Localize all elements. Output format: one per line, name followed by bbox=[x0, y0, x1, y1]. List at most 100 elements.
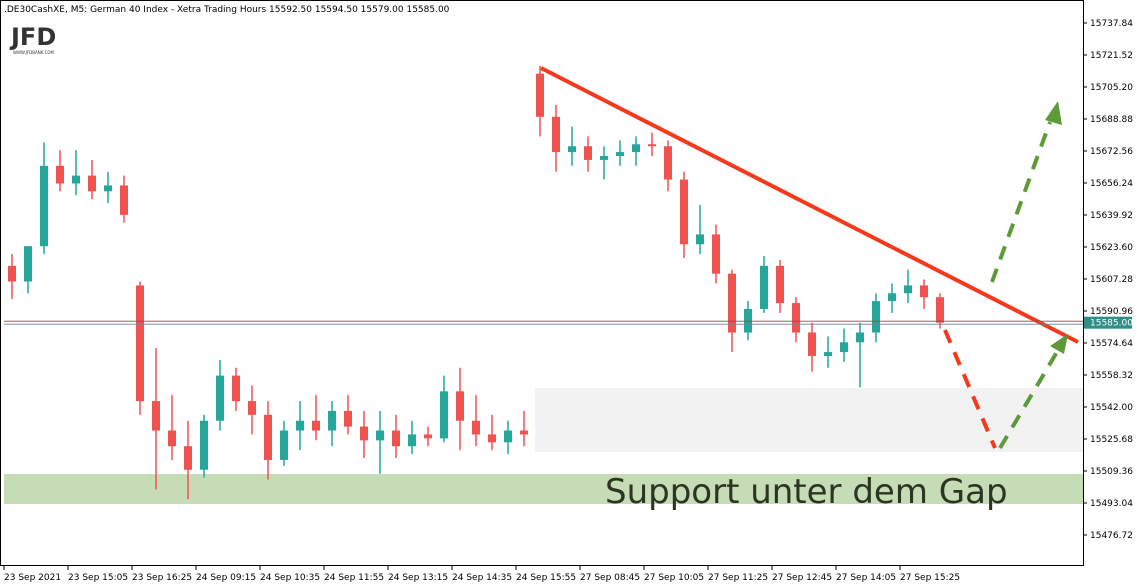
candle-body bbox=[520, 430, 528, 435]
candle-body bbox=[856, 332, 864, 343]
candle-body bbox=[904, 285, 912, 294]
candle-body bbox=[136, 285, 144, 402]
up-path bbox=[990, 121, 1052, 283]
candle-body bbox=[104, 185, 112, 192]
y-tick-label: 15672.56 bbox=[1090, 147, 1133, 157]
candle-body bbox=[936, 297, 944, 323]
x-tick-label: 23 Sep 16:25 bbox=[132, 573, 192, 583]
x-tick-label: 27 Sep 15:25 bbox=[900, 573, 960, 583]
down-path bbox=[943, 329, 997, 449]
logo-sub: WWW.JFDBANK.COM bbox=[13, 50, 55, 55]
candle-body bbox=[792, 303, 800, 333]
plot-frame bbox=[0, 0, 1084, 566]
chart-title: .DE30CashXE, M5: German 40 Index - Xetra… bbox=[4, 5, 450, 15]
candle-body bbox=[200, 420, 208, 470]
x-tick-label: 24 Sep 10:35 bbox=[260, 573, 320, 583]
candle-body bbox=[760, 265, 768, 309]
last-price-label: 15585.00 bbox=[1090, 319, 1133, 329]
y-tick-label: 15509.36 bbox=[1090, 467, 1133, 477]
y-tick-label: 15656.24 bbox=[1090, 179, 1133, 189]
candle-body bbox=[648, 144, 656, 147]
candle-body bbox=[568, 146, 576, 153]
y-tick-label: 15525.68 bbox=[1090, 435, 1133, 445]
candle-body bbox=[680, 179, 688, 245]
logo: JFD bbox=[9, 23, 56, 51]
y-tick-label: 15476.72 bbox=[1090, 531, 1133, 541]
candle-body bbox=[488, 434, 496, 443]
candle-body bbox=[296, 420, 304, 431]
candle-body bbox=[232, 375, 240, 402]
candle-body bbox=[824, 352, 832, 357]
x-tick-label: 24 Sep 09:15 bbox=[196, 573, 256, 583]
candle-body bbox=[424, 434, 432, 439]
gap-zone bbox=[535, 388, 1083, 452]
candle-body bbox=[456, 391, 464, 421]
y-tick-label: 15705.20 bbox=[1090, 83, 1133, 93]
y-tick-label: 15607.28 bbox=[1090, 275, 1133, 285]
last-price-box bbox=[1084, 316, 1132, 329]
candle-body bbox=[264, 414, 272, 460]
candle-body bbox=[24, 246, 32, 282]
x-tick-label: 24 Sep 11:55 bbox=[324, 573, 384, 583]
arrow-head bbox=[1045, 101, 1062, 125]
candle-body bbox=[808, 332, 816, 357]
candle-body bbox=[664, 146, 672, 180]
x-tick-label: 23 Sep 15:05 bbox=[68, 573, 128, 583]
candle-body bbox=[840, 342, 848, 353]
up-path bbox=[998, 350, 1059, 450]
x-tick-label: 24 Sep 14:35 bbox=[452, 573, 512, 583]
plot bbox=[8, 65, 944, 500]
candle-body bbox=[72, 175, 80, 184]
arrow-head bbox=[1050, 334, 1068, 354]
candle-body bbox=[744, 308, 752, 333]
trend-line bbox=[540, 66, 1079, 344]
candle-body bbox=[392, 430, 400, 447]
annotation: Support unter dem Gap bbox=[605, 472, 1008, 512]
candle-body bbox=[40, 165, 48, 247]
x-tick-label: 24 Sep 13:15 bbox=[388, 573, 448, 583]
candle-body bbox=[728, 273, 736, 333]
candle-body bbox=[184, 446, 192, 470]
candle-body bbox=[600, 156, 608, 160]
x-tick-label: 27 Sep 12:45 bbox=[772, 573, 832, 583]
candle-body bbox=[536, 73, 544, 117]
candle-body bbox=[8, 265, 16, 282]
candle-body bbox=[872, 301, 880, 333]
candle-body bbox=[712, 234, 720, 274]
y-tick-label: 15558.32 bbox=[1090, 371, 1133, 381]
support-zone bbox=[4, 474, 1083, 504]
candle-body bbox=[408, 434, 416, 447]
candle-body bbox=[88, 175, 96, 192]
x-tick-label: 27 Sep 10:05 bbox=[644, 573, 704, 583]
y-tick-label: 15688.88 bbox=[1090, 115, 1133, 125]
candle-body bbox=[120, 185, 128, 215]
candle-body bbox=[360, 426, 368, 441]
y-tick-label: 15574.64 bbox=[1090, 339, 1133, 349]
candle-body bbox=[280, 430, 288, 460]
candle-body bbox=[920, 285, 928, 298]
candle-body bbox=[56, 165, 64, 184]
y-tick-label: 15590.96 bbox=[1090, 307, 1133, 317]
x-tick-label: 27 Sep 14:05 bbox=[836, 573, 896, 583]
candle-body bbox=[776, 265, 784, 304]
candle-body bbox=[440, 391, 448, 439]
candle-body bbox=[344, 410, 352, 427]
candle-body bbox=[312, 420, 320, 431]
candle-body bbox=[696, 234, 704, 245]
x-tick-label: 27 Sep 08:45 bbox=[580, 573, 640, 583]
y-tick-label: 15721.52 bbox=[1090, 51, 1133, 61]
y-tick-label: 15639.92 bbox=[1090, 211, 1133, 221]
candle-body bbox=[552, 116, 560, 153]
candle-body bbox=[168, 430, 176, 447]
candle-body bbox=[248, 401, 256, 415]
candle-body bbox=[376, 430, 384, 441]
y-tick-label: 15493.04 bbox=[1090, 499, 1133, 509]
y-tick-label: 15542.00 bbox=[1090, 403, 1133, 413]
candle-body bbox=[472, 420, 480, 435]
candle-body bbox=[888, 293, 896, 302]
candle-body bbox=[328, 410, 336, 431]
y-tick-label: 15623.60 bbox=[1090, 243, 1133, 253]
candle-body bbox=[584, 146, 592, 160]
candle-body bbox=[616, 152, 624, 157]
